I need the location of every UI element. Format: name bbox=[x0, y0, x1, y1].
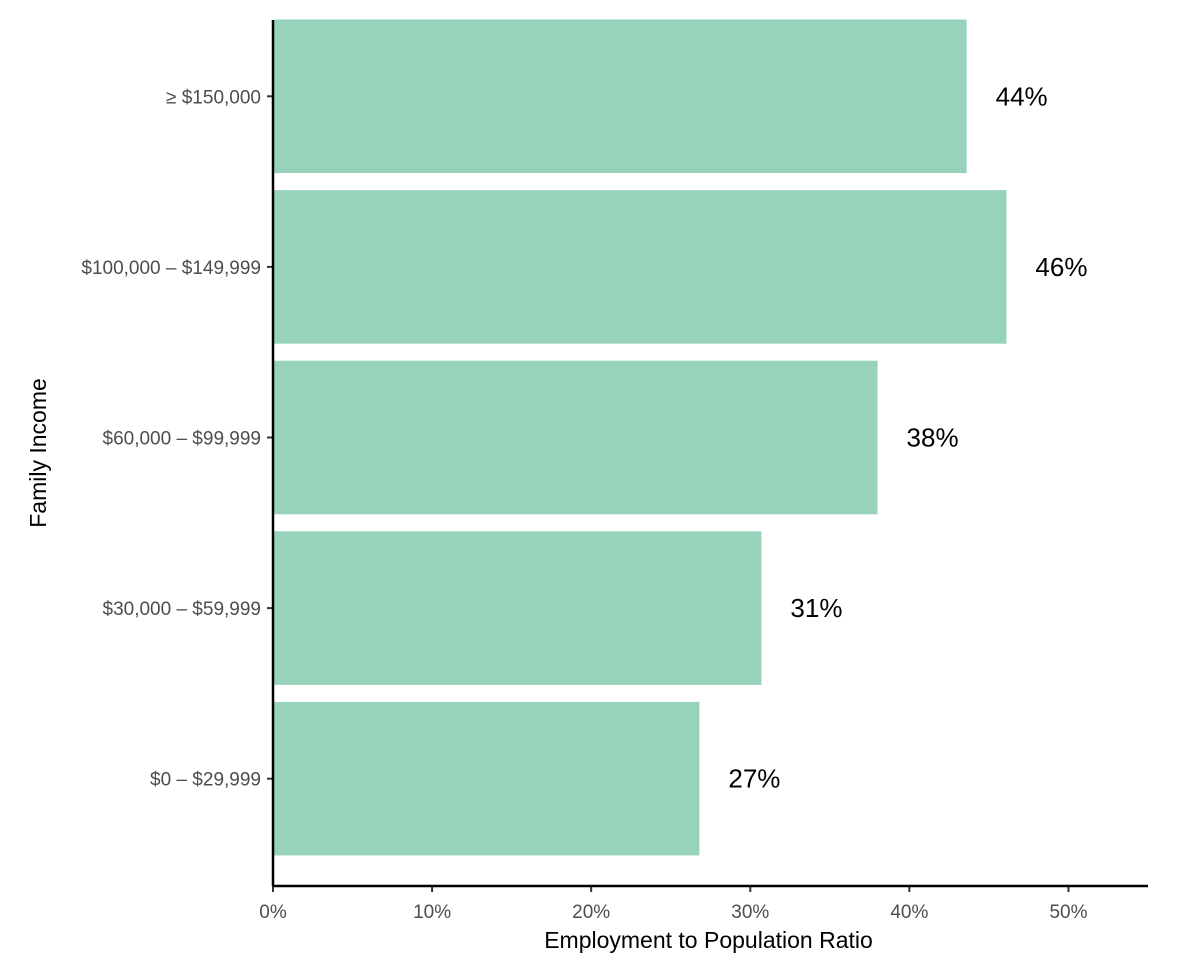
bar-category-0 bbox=[273, 701, 700, 856]
y-tick-label-category-2: $60,000 – $99,999 bbox=[103, 429, 262, 450]
y-tick-label-category-1: $30,000 – $59,999 bbox=[103, 599, 262, 620]
y-tick-label-category-4: ≥ $150,000 bbox=[166, 87, 261, 108]
x-tick-label-0: 0% bbox=[259, 902, 287, 923]
data-label-category-0: 27% bbox=[728, 764, 780, 794]
y-tick-label-category-0: $0 – $29,999 bbox=[150, 770, 261, 791]
data-label-category-2: 38% bbox=[907, 423, 959, 453]
x-tick-label-2: 20% bbox=[572, 902, 610, 923]
bar-category-3 bbox=[273, 190, 1007, 344]
x-axis-title: Employment to Population Ratio bbox=[544, 927, 873, 953]
bar-category-1 bbox=[273, 531, 762, 685]
data-label-category-3: 46% bbox=[1035, 252, 1087, 282]
bars-group bbox=[273, 19, 1007, 856]
x-axis-ticks: 0% 10% 20% 30% 40% 50% bbox=[259, 886, 1088, 923]
y-axis-ticks: $0 – $29,999 $30,000 – $59,999 $60,000 – $… bbox=[81, 87, 273, 791]
x-tick-label-4: 40% bbox=[890, 902, 928, 923]
data-labels-group: 27% 31% 38% 46% 44% bbox=[728, 81, 1087, 793]
bar-category-2 bbox=[273, 360, 878, 515]
x-tick-label-5: 50% bbox=[1049, 902, 1087, 923]
bar-category-4 bbox=[273, 19, 967, 174]
x-tick-label-1: 10% bbox=[413, 902, 451, 923]
y-axis-title: Family Income bbox=[25, 378, 51, 528]
x-tick-label-3: 30% bbox=[731, 902, 769, 923]
data-label-category-4: 44% bbox=[996, 81, 1048, 111]
y-tick-label-category-3: $100,000 – $149,999 bbox=[81, 258, 261, 279]
data-label-category-1: 31% bbox=[790, 593, 842, 623]
